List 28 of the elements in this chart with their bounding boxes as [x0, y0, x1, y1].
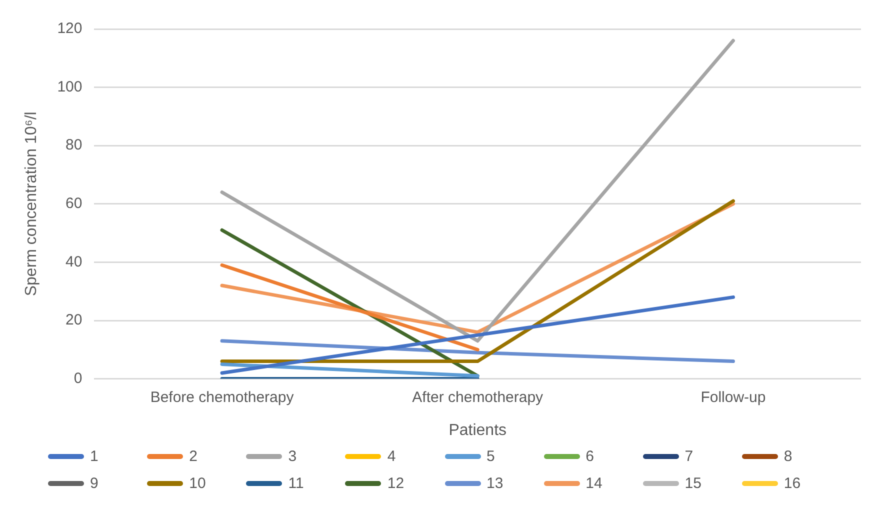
y-tick-label: 0: [74, 370, 82, 387]
legend-label: 8: [784, 448, 792, 465]
y-tick-label: 20: [66, 312, 82, 329]
y-tick-label: 100: [57, 78, 82, 96]
legend-label: 5: [486, 448, 495, 465]
legend-label: 14: [586, 475, 602, 492]
x-tick-label: After chemotherapy: [412, 388, 544, 406]
x-tick-label: Before chemotherapy: [150, 388, 294, 406]
legend-label: 10: [189, 475, 206, 492]
legend-label: 16: [784, 475, 801, 492]
legend-label: 4: [387, 448, 396, 465]
legend-label: 6: [586, 448, 594, 465]
legend-label: 13: [486, 475, 504, 492]
legend-label: 7: [684, 448, 694, 465]
y-tick-label: 120: [57, 20, 82, 38]
y-axis-title: Sperm concentration 10⁶/l: [23, 112, 40, 296]
x-tick-label: Follow-up: [700, 388, 766, 406]
x-axis-title: Patients: [448, 422, 507, 439]
legend-label: 9: [90, 475, 98, 492]
legend-label: 2: [189, 448, 198, 465]
legend-label: 1: [90, 448, 98, 465]
y-tick-label: 60: [66, 195, 82, 212]
legend-label: 12: [387, 475, 404, 492]
y-tick-label: 80: [66, 136, 82, 154]
y-tick-label: 40: [66, 253, 82, 270]
legend-label: 15: [684, 475, 702, 492]
legend-label: 3: [288, 448, 297, 465]
legend-label: 11: [288, 475, 304, 492]
